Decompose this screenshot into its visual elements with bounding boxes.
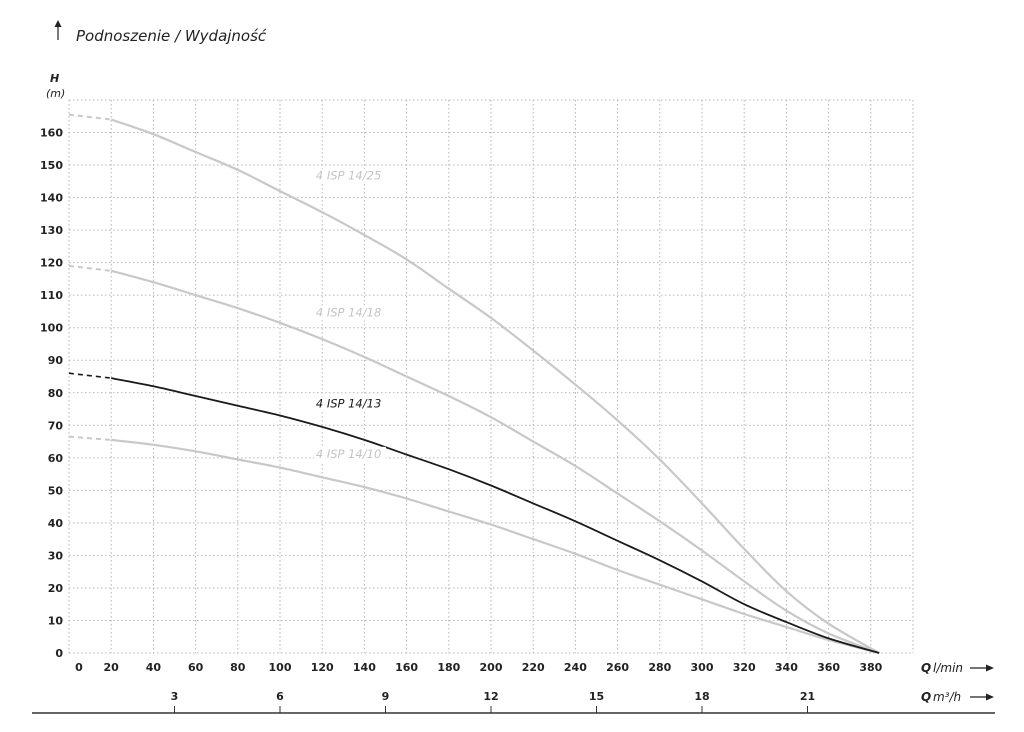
y-tick-label: 50 bbox=[48, 484, 64, 497]
series-line bbox=[110, 118, 880, 654]
series-label: 4 ISP 14/13 bbox=[316, 396, 381, 410]
series-label: 4 ISP 14/10 bbox=[316, 447, 381, 461]
series-label-background bbox=[313, 396, 386, 412]
y-tick-label: 40 bbox=[48, 517, 64, 530]
x-tick-label: 60 bbox=[188, 661, 204, 674]
x-tick-labels: 0 20 40 60 80 100 120 140 160 180 200 220 240 260 280 3… bbox=[75, 661, 882, 674]
y-axis-label: H bbox=[50, 72, 59, 85]
y-tick-label: 60 bbox=[48, 452, 64, 465]
y-tick-label: 80 bbox=[48, 387, 64, 400]
y-tick-labels: 0 10 20 30 40 50 60 70 80 90 100 110 120 130 140 150 160 bbox=[40, 127, 63, 660]
x-axis-label-group: Q l/min bbox=[921, 661, 994, 675]
y-tick-label: 90 bbox=[48, 354, 64, 367]
x-tick-label: 340 bbox=[775, 661, 798, 674]
x-tick-label: 180 bbox=[437, 661, 460, 674]
x-tick-label: 200 bbox=[480, 661, 503, 674]
series-lines bbox=[68, 113, 880, 655]
y-tick-label: 140 bbox=[40, 192, 63, 205]
x-tick-label: 20 bbox=[104, 661, 120, 674]
chart-title-group: Podnoszenie / Wydajność bbox=[54, 20, 267, 45]
x2-tick-labels: 3 6 9 12 15 18 21 bbox=[171, 690, 815, 713]
series-line bbox=[111, 377, 880, 654]
series-label-background bbox=[313, 446, 386, 462]
series-line bbox=[110, 269, 880, 655]
series-label: 4 ISP 14/18 bbox=[316, 305, 381, 319]
x2-axis-label-group: Q m³/h bbox=[921, 690, 994, 704]
y-tick-label: 120 bbox=[40, 257, 63, 270]
y-tick-label: 150 bbox=[40, 159, 63, 172]
x-axis-label: Q bbox=[921, 661, 931, 675]
series-line-dashed bbox=[68, 372, 112, 379]
chart-title: Podnoszenie / Wydajność bbox=[76, 27, 267, 45]
x-tick-label: 0 bbox=[75, 661, 83, 674]
y-tick-label: 20 bbox=[48, 582, 64, 595]
right-arrow-icon bbox=[986, 693, 994, 701]
y-tick-label: 30 bbox=[48, 549, 64, 562]
y-axis-unit: (m) bbox=[46, 87, 65, 100]
right-arrow-icon bbox=[986, 664, 994, 672]
series-line-dashed bbox=[68, 264, 112, 272]
y-tick-label: 160 bbox=[40, 127, 63, 140]
x-tick-label: 280 bbox=[648, 661, 671, 674]
x-tick-label: 100 bbox=[269, 661, 292, 674]
y-tick-label: 100 bbox=[40, 322, 63, 335]
x-axis-unit: l/min bbox=[933, 661, 963, 675]
grid bbox=[68, 99, 914, 654]
x-tick-label: 140 bbox=[353, 661, 376, 674]
y-tick-label: 10 bbox=[48, 614, 64, 627]
x-tick-label: 300 bbox=[691, 661, 714, 674]
x2-tick-label: 21 bbox=[800, 690, 815, 703]
x2-tick-label: 3 bbox=[171, 690, 179, 703]
x-tick-label: 220 bbox=[522, 661, 545, 674]
x-tick-label: 380 bbox=[859, 661, 882, 674]
x-tick-label: 160 bbox=[395, 661, 418, 674]
y-tick-label: 70 bbox=[48, 419, 64, 432]
y-tick-label: 0 bbox=[55, 647, 63, 660]
x-tick-label: 240 bbox=[564, 661, 587, 674]
x-tick-label: 320 bbox=[733, 661, 756, 674]
series-line bbox=[111, 438, 880, 655]
series-label-background bbox=[313, 168, 386, 184]
x2-tick-label: 6 bbox=[276, 690, 284, 703]
up-arrow-icon bbox=[54, 20, 62, 27]
x2-tick-label: 12 bbox=[483, 690, 498, 703]
series-line-dashed bbox=[68, 435, 112, 441]
y-tick-label: 130 bbox=[40, 224, 63, 237]
series-labels: 4 ISP 14/25 4 ISP 14/18 4 ISP 14/10 4 ISP 1… bbox=[313, 168, 386, 462]
x2-axis-unit: m³/h bbox=[933, 690, 961, 704]
x2-tick-label: 18 bbox=[694, 690, 709, 703]
x2-tick-label: 15 bbox=[589, 690, 604, 703]
x-tick-label: 260 bbox=[606, 661, 629, 674]
x-tick-label: 80 bbox=[230, 661, 246, 674]
series-line-dashed bbox=[68, 113, 112, 121]
y-tick-label: 110 bbox=[40, 289, 63, 302]
x2-axis-label: Q bbox=[921, 690, 931, 704]
series-label: 4 ISP 14/25 bbox=[316, 169, 381, 183]
series-label-background bbox=[313, 305, 386, 321]
x2-tick-label: 9 bbox=[382, 690, 390, 703]
x-tick-label: 360 bbox=[817, 661, 840, 674]
x-tick-label: 40 bbox=[146, 661, 162, 674]
x-tick-label: 120 bbox=[311, 661, 334, 674]
